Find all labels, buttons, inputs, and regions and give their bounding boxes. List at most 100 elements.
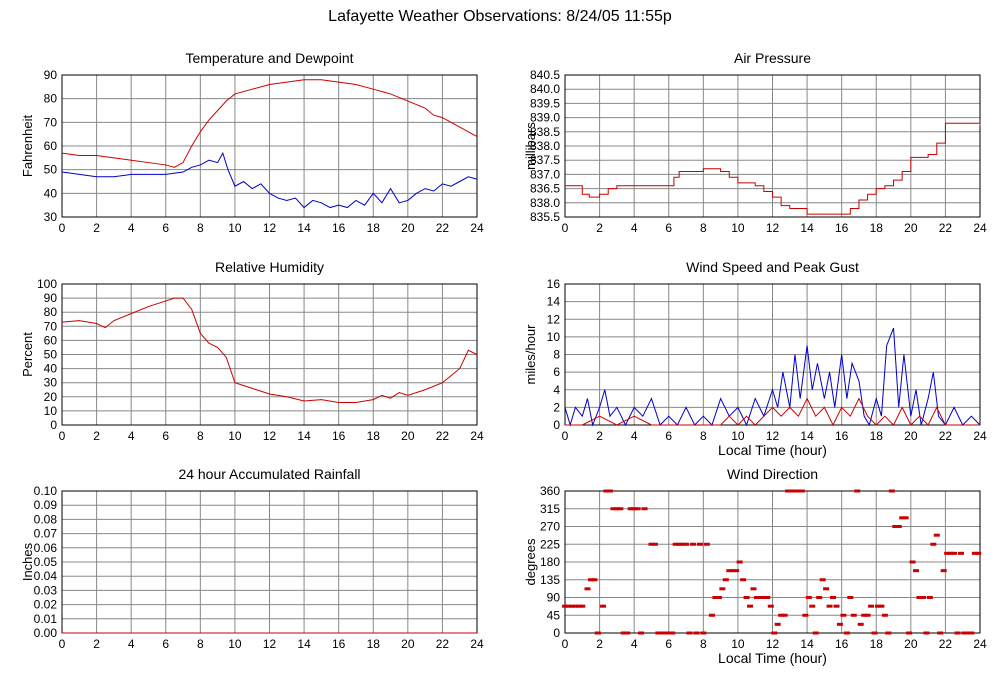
y-tick-label: 838.5 (530, 125, 560, 139)
data-point (743, 596, 750, 599)
y-tick-label: 90 (547, 591, 561, 605)
plot-frame (564, 74, 981, 218)
chart-title: Air Pressure (734, 50, 811, 66)
data-point (847, 596, 854, 599)
data-point (750, 587, 757, 591)
data-point (888, 489, 895, 493)
x-tick-label: 24 (973, 221, 987, 235)
data-point (840, 613, 847, 617)
y-tick-label: 0 (553, 626, 560, 640)
x-tick-label: 14 (297, 637, 311, 651)
data-point (703, 542, 710, 546)
data-point (594, 631, 601, 635)
x-tick-label: 16 (332, 221, 346, 235)
y-tick-label: 90 (44, 68, 58, 82)
x-axis-label: Local Time (hour) (718, 442, 827, 458)
x-tick-label: 6 (162, 221, 169, 235)
data-point (736, 560, 743, 564)
y-tick-label: 8 (553, 348, 560, 362)
x-tick-label: 22 (436, 637, 450, 651)
data-point (919, 596, 926, 599)
series-line-red (61, 297, 478, 403)
data-point (722, 578, 729, 582)
data-point (568, 604, 575, 608)
data-point (579, 604, 586, 608)
y-tick-label: 6 (553, 365, 560, 379)
y-tick-label: 0.08 (34, 512, 58, 526)
x-tick-label: 6 (162, 429, 169, 443)
data-point (726, 569, 733, 573)
data-point (909, 560, 916, 564)
y-tick-label: 70 (44, 115, 58, 129)
data-point (638, 631, 645, 635)
y-tick-label: 70 (44, 319, 58, 333)
data-point (620, 631, 627, 635)
data-point (951, 551, 958, 555)
y-tick-label: 0.06 (34, 541, 58, 555)
data-point (747, 604, 754, 608)
series-line-red (61, 79, 478, 168)
data-point (885, 631, 892, 635)
y-tick-label: 837.5 (530, 153, 560, 167)
y-tick-label: 40 (44, 186, 58, 200)
x-tick-label: 2 (93, 221, 100, 235)
x-tick-label: 2 (596, 429, 603, 443)
data-point (757, 596, 764, 599)
y-tick-label: 30 (44, 376, 58, 390)
y-tick-label: 14 (547, 295, 561, 309)
data-point (764, 596, 771, 599)
data-point (683, 542, 690, 546)
x-tick-label: 16 (835, 637, 849, 651)
chart-title: Temperature and Dewpoint (185, 50, 353, 66)
data-point (971, 551, 978, 555)
data-point (930, 542, 937, 546)
data-point (861, 613, 868, 617)
y-tick-label: 12 (547, 312, 561, 326)
data-point (733, 569, 740, 573)
data-point (961, 631, 968, 635)
series-line-blue (61, 151, 478, 209)
y-tick-label: 0.01 (34, 612, 58, 626)
x-tick-label: 12 (263, 429, 277, 443)
data-point (662, 631, 669, 635)
x-tick-label: 4 (128, 637, 135, 651)
data-point (700, 631, 707, 635)
y-axis-label: degrees (523, 538, 538, 585)
data-point (641, 507, 648, 511)
x-tick-label: 18 (367, 637, 381, 651)
y-tick-label: 225 (540, 537, 560, 551)
x-tick-label: 10 (731, 429, 745, 443)
y-tick-label: 0.10 (34, 484, 58, 498)
y-tick-label: 0 (553, 418, 560, 432)
data-point (805, 596, 812, 599)
data-point (665, 631, 672, 635)
x-tick-label: 10 (731, 637, 745, 651)
x-tick-label: 8 (197, 637, 204, 651)
y-tick-label: 838.0 (530, 196, 560, 210)
x-tick-label: 10 (731, 221, 745, 235)
y-tick-label: 90 (44, 291, 58, 305)
data-point (651, 542, 658, 546)
x-tick-label: 14 (800, 429, 814, 443)
data-point (975, 551, 982, 555)
data-point (913, 569, 920, 573)
x-tick-label: 16 (835, 429, 849, 443)
y-tick-label: 30 (44, 210, 58, 224)
data-point (850, 613, 857, 617)
data-point (902, 516, 909, 520)
data-point (708, 613, 715, 617)
data-point (712, 596, 719, 599)
x-tick-label: 0 (562, 429, 569, 443)
data-point (830, 596, 837, 599)
data-point (686, 631, 693, 635)
y-tick-label: 0.05 (34, 555, 58, 569)
data-point (878, 604, 885, 608)
x-tick-label: 0 (562, 637, 569, 651)
page-title: Lafayette Weather Observations: 8/24/05 … (328, 8, 672, 25)
data-point (627, 507, 634, 511)
data-point (600, 604, 607, 608)
x-tick-label: 8 (197, 429, 204, 443)
y-tick-label: 45 (547, 608, 561, 622)
data-point (944, 551, 951, 555)
